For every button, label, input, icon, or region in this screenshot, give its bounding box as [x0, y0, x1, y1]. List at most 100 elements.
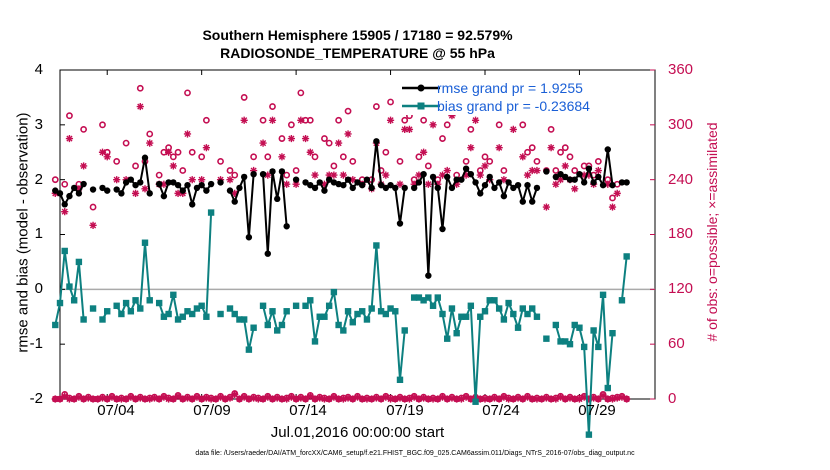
- obs-possible-point: [311, 153, 319, 161]
- obs-assimilated-point: [268, 116, 277, 124]
- obs-possible-point: [424, 162, 432, 170]
- obs-zero-assimilated-point: [509, 395, 517, 403]
- obs-zero-assimilated-point: [245, 395, 253, 403]
- obs-zero-assimilated-point: [339, 395, 347, 403]
- obs-possible-point: [278, 135, 286, 142]
- obs-possible-point: [349, 157, 357, 165]
- obs-zero-assimilated-point: [623, 395, 631, 403]
- bias-point: [392, 308, 399, 315]
- obs-possible-point: [335, 116, 343, 124]
- bias-point: [349, 319, 356, 326]
- bias-point: [104, 308, 111, 315]
- obs-zero-assimilated-point: [382, 393, 390, 401]
- bias-point: [529, 305, 536, 312]
- obs-assimilated-point: [420, 148, 428, 156]
- bias-point: [250, 324, 257, 331]
- bias-point: [80, 316, 87, 323]
- rmse-point: [127, 176, 135, 183]
- bias-point: [566, 340, 574, 348]
- obs-zero-assimilated-point: [561, 395, 569, 403]
- obs-possible-point: [292, 167, 300, 174]
- obs-zero-assimilated-point: [122, 395, 130, 403]
- obs-zero-assimilated-point: [401, 395, 409, 403]
- bias-point: [217, 310, 224, 318]
- obs-possible-point: [184, 89, 191, 97]
- obs-zero-assimilated-point: [457, 395, 465, 403]
- rmse-point: [505, 179, 512, 186]
- rmse-point: [481, 181, 489, 189]
- rmse-point: [368, 184, 375, 192]
- obs-zero-assimilated-point: [141, 395, 149, 403]
- obs-zero-assimilated-point: [155, 395, 163, 403]
- obs-assimilated-point: [434, 180, 442, 188]
- obs-possible-point: [439, 135, 446, 142]
- obs-possible-point: [495, 121, 503, 129]
- bias-point: [344, 308, 352, 315]
- rmse-point: [66, 192, 73, 200]
- rmse-point: [477, 190, 484, 197]
- obs-zero-assimilated-point: [405, 395, 414, 403]
- bias-point: [604, 384, 611, 392]
- rmse-point: [373, 138, 380, 145]
- obs-assimilated-point: [349, 176, 357, 184]
- obs-zero-assimilated-point: [94, 395, 102, 403]
- obs-zero-assimilated-point: [61, 392, 69, 400]
- rmse-point: [240, 173, 248, 181]
- right-tick-label: 360: [668, 61, 694, 78]
- bias-point: [99, 316, 106, 323]
- rmse-point: [354, 179, 361, 186]
- obs-zero-assimilated-point: [538, 395, 546, 403]
- obs-zero-assimilated-point: [188, 395, 196, 403]
- obs-zero-assimilated-point: [486, 395, 494, 403]
- obs-zero-assimilated-point: [608, 395, 617, 403]
- bias-point: [236, 316, 243, 323]
- obs-zero-assimilated-point: [316, 394, 324, 402]
- rmse-point: [61, 201, 68, 208]
- rmse-point: [245, 234, 253, 241]
- rmse-point: [203, 187, 210, 194]
- bias-point: [118, 310, 125, 318]
- obs-assimilated-point: [523, 171, 532, 179]
- obs-zero-assimilated-point: [590, 394, 598, 402]
- obs-possible-point: [571, 167, 579, 174]
- bias-point: [415, 294, 423, 301]
- rmse-point: [160, 192, 168, 200]
- rmse-point: [500, 192, 508, 200]
- rmse-point: [392, 184, 399, 192]
- x-tick-label: 07/24: [482, 402, 520, 419]
- obs-assimilated-point: [169, 162, 177, 170]
- bias-point: [122, 299, 130, 307]
- rmse-point: [448, 184, 456, 192]
- obs-zero-assimilated-point: [268, 395, 277, 403]
- rmse-point: [609, 181, 616, 189]
- data-file-footnote: data file: /Users/raeder/DAI/ATM_forcXX/…: [195, 450, 635, 457]
- bias-point: [576, 324, 583, 331]
- obs-possible-point: [287, 121, 295, 129]
- obs-assimilated-point: [471, 116, 480, 124]
- obs-assimilated-point: [467, 144, 475, 152]
- obs-assimilated-point: [396, 180, 404, 188]
- obs-possible-point: [231, 171, 239, 179]
- bias-point: [170, 291, 177, 299]
- obs-possible-point: [306, 116, 314, 124]
- bias-point: [387, 305, 394, 312]
- obs-possible-point: [188, 148, 196, 156]
- obs-possible-point: [146, 130, 154, 138]
- obs-assimilated-point: [547, 144, 555, 152]
- rmse-point: [623, 179, 630, 186]
- rmse-point: [420, 170, 427, 178]
- obs-zero-assimilated-point: [495, 395, 503, 403]
- obs-possible-point: [89, 203, 97, 211]
- rmse-point: [467, 170, 475, 178]
- left-tick-label: -2: [29, 390, 43, 407]
- left-tick-label: 1: [34, 225, 43, 242]
- bias-point: [89, 305, 97, 312]
- rmse-point: [52, 187, 59, 194]
- obs-possible-point: [283, 171, 291, 179]
- obs-zero-assimilated-point: [306, 392, 314, 400]
- rmse-point: [571, 176, 578, 183]
- obs-possible-point: [387, 98, 394, 106]
- legend-bias-marker: [417, 102, 425, 110]
- obs-zero-assimilated-point: [287, 393, 295, 401]
- obs-possible-point: [325, 139, 333, 147]
